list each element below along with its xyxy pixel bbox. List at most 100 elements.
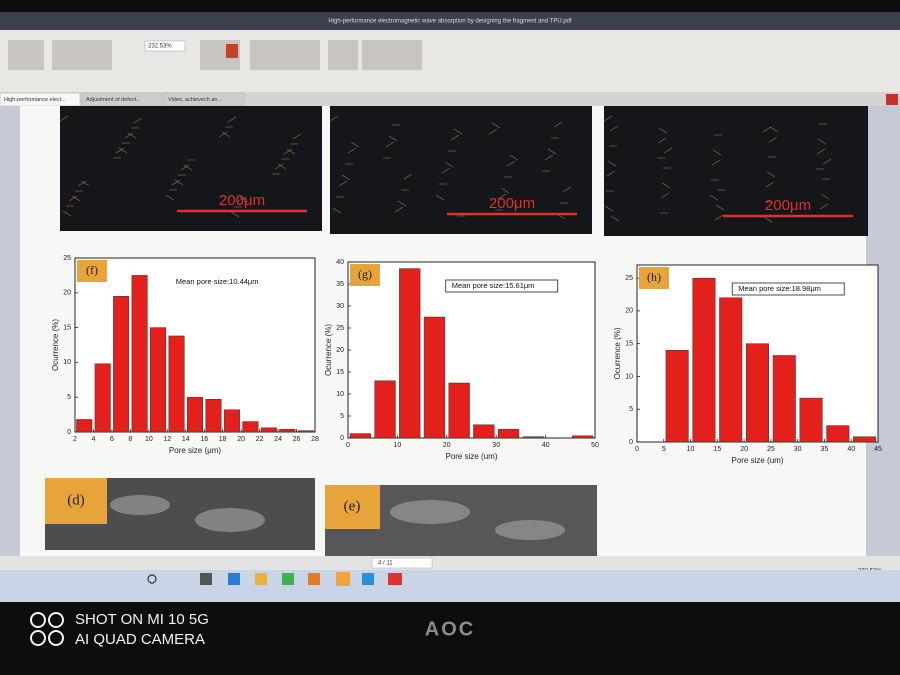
x-tick-label: 6: [110, 436, 114, 443]
sem-fiber: [607, 160, 617, 167]
sem-fiber: [397, 200, 407, 207]
y-tick-label: 10: [625, 373, 633, 380]
sem-fiber: [77, 180, 87, 187]
x-tick-label: 20: [237, 436, 245, 443]
sem-fiber: [506, 160, 516, 167]
x-tick-label: 24: [274, 436, 282, 443]
sem-fiber: [221, 131, 231, 138]
bar: [799, 397, 823, 443]
bar: [448, 382, 470, 439]
sem-fiber: [388, 135, 398, 142]
window-title: High-performance electromagnetic wave ab…: [328, 19, 572, 25]
bar: [260, 427, 277, 433]
panel-label-box: [639, 267, 669, 289]
sem-fiber: [762, 126, 772, 133]
x-tick-label: 35: [821, 446, 829, 453]
zoom-box[interactable]: [144, 40, 186, 52]
x-tick-label: 10: [687, 446, 695, 453]
panel-label: (g): [358, 267, 372, 281]
bar: [76, 419, 93, 433]
watermark-line: AI QUAD CAMERA: [75, 631, 205, 648]
toolbar: [0, 30, 900, 92]
tab-label: High-performance elect...: [4, 97, 66, 103]
sem-fiber: [562, 186, 572, 193]
bar: [853, 436, 877, 443]
page-box[interactable]: [371, 557, 433, 569]
sem-fiber: [394, 206, 404, 213]
scale-label: 200μm: [765, 197, 811, 214]
annotation: Mean pore size:18.98μm: [738, 284, 821, 293]
annotation-box: [731, 282, 845, 296]
sem-fiber: [80, 180, 90, 187]
y-axis-label: Ocurrence (%): [51, 319, 60, 371]
bar: [205, 399, 222, 433]
panel-label-box: [350, 264, 380, 286]
panel-label: (f): [86, 263, 98, 277]
sem-fiber: [769, 126, 779, 133]
sem-fiber: [329, 115, 339, 122]
sem-fiber: [606, 170, 616, 177]
x-tick-label: 22: [256, 436, 264, 443]
sem-fiber: [133, 117, 143, 124]
panel-label: (d): [67, 492, 85, 508]
title-bar: [0, 12, 900, 30]
toolbar-icons: [8, 40, 422, 70]
sem-fiber: [165, 194, 175, 201]
monitor-brand: AOC: [425, 618, 475, 640]
sem-fiber: [332, 207, 342, 214]
y-tick-label: 15: [625, 341, 633, 348]
bar: [131, 275, 148, 433]
sem-image: [604, 106, 868, 236]
sem-fiber: [292, 133, 302, 140]
y-tick-label: 5: [629, 406, 633, 413]
bar: [349, 433, 371, 439]
scale-label: 200μm: [219, 192, 265, 209]
x-tick-label: 15: [713, 446, 721, 453]
bar: [94, 363, 111, 433]
bar: [242, 421, 259, 433]
status-bar: [0, 556, 900, 570]
bar: [297, 430, 314, 433]
sem-fiber: [441, 167, 451, 174]
x-tick-label: 30: [492, 442, 500, 449]
panel-label: (e): [344, 498, 361, 514]
sem-fiber: [817, 138, 827, 145]
sem-fiber: [709, 194, 719, 201]
panel-label-box: [325, 485, 380, 529]
taskbar-icons: [147, 572, 402, 586]
sem-fiber: [218, 131, 228, 138]
camera-logo: [30, 612, 64, 646]
x-tick-label: 20: [443, 442, 451, 449]
y-tick-label: 5: [340, 413, 344, 420]
x-axis-label: Pore size (um): [731, 456, 783, 465]
zoom-value: 232.53%: [148, 44, 172, 50]
annotation: Mean pore size:10.44μm: [176, 277, 259, 286]
close-tab[interactable]: [886, 94, 898, 105]
sem-fiber: [180, 164, 190, 171]
bar: [423, 316, 446, 439]
bar: [572, 435, 594, 439]
bar: [665, 349, 689, 443]
x-tick-label: 8: [128, 436, 132, 443]
sem-fiber: [59, 115, 69, 122]
taskbar: [0, 570, 900, 602]
plot-area: [347, 261, 596, 439]
sem-fiber: [820, 193, 830, 200]
sem-image: [330, 106, 592, 234]
tabs: High-performance elect... Adjustment of d…: [0, 92, 245, 107]
bar: [826, 425, 850, 443]
y-tick-label: 0: [340, 435, 344, 442]
bar: [746, 343, 769, 443]
sem-fiber: [236, 196, 246, 203]
sem-fiber: [341, 174, 351, 181]
sem-fiber: [766, 171, 776, 178]
y-tick-label: 5: [67, 394, 71, 401]
x-tick-label: 40: [847, 446, 855, 453]
sem-fiber: [491, 122, 501, 129]
bar: [719, 297, 743, 443]
bar: [473, 424, 495, 439]
sem-fiber: [497, 193, 507, 200]
sem-fiber: [663, 147, 673, 154]
toolbar-highlight: [226, 44, 238, 58]
x-tick-label: 30: [794, 446, 802, 453]
